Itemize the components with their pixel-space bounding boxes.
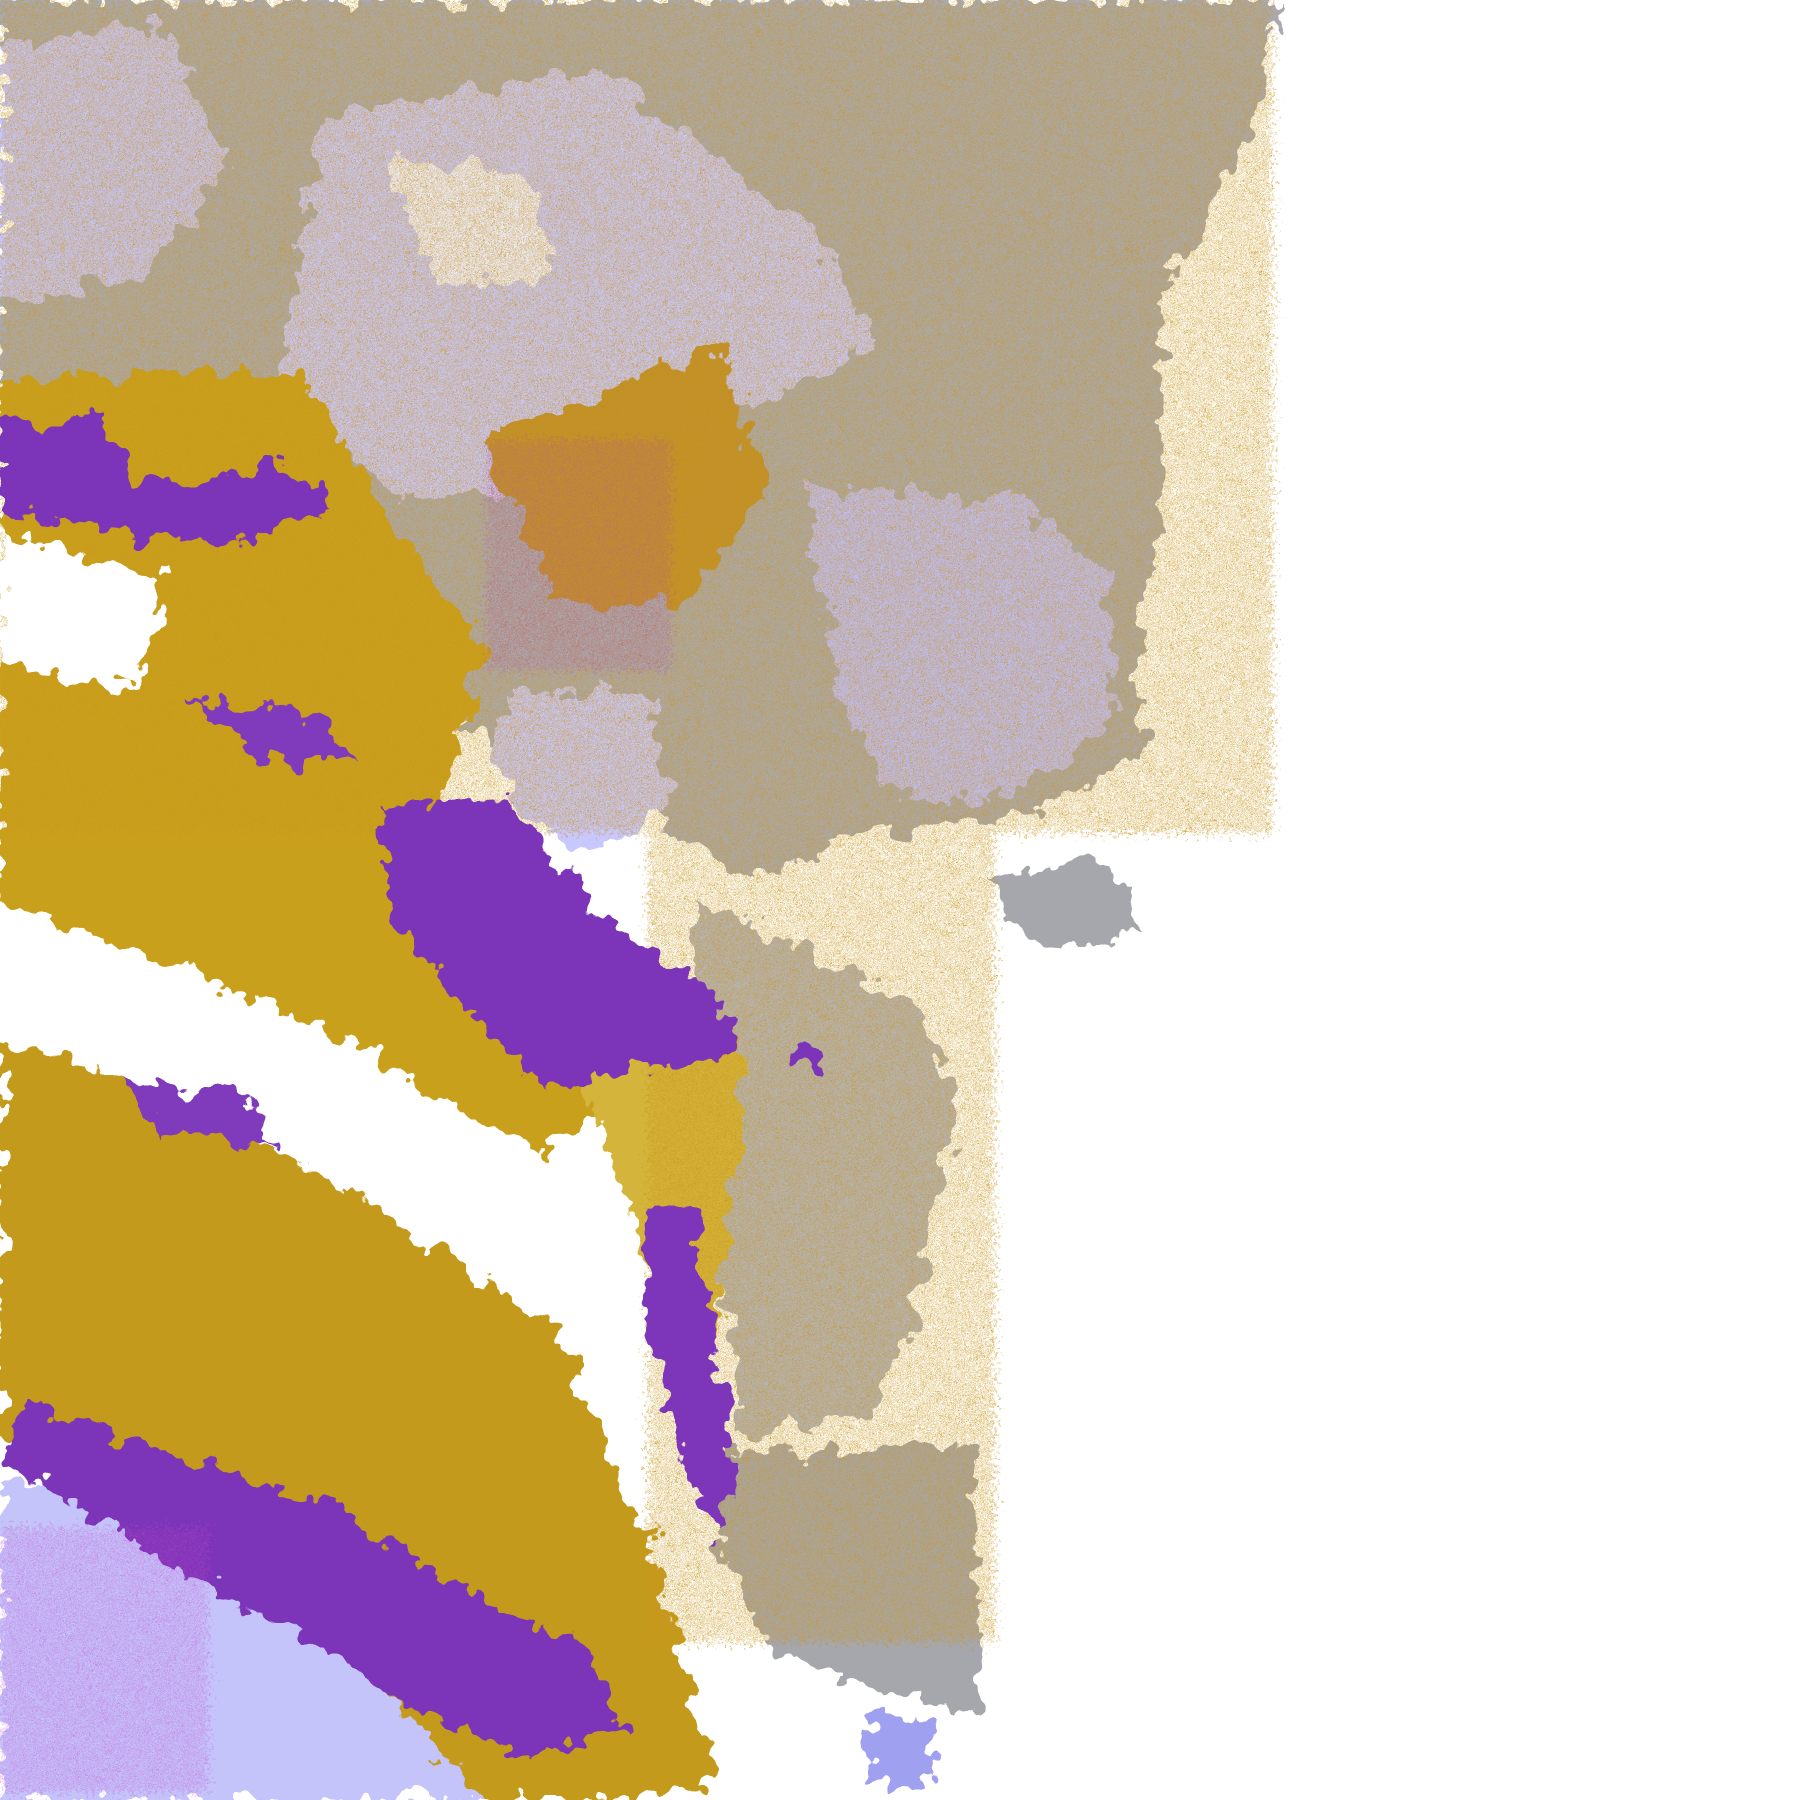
purple-cloud (786, 1046, 824, 1076)
magenta-speckle (485, 439, 671, 671)
purple-cloud (0, 416, 336, 544)
lavender-cloud (856, 1712, 926, 1788)
purple-cloud (185, 694, 348, 764)
gold-speckle (647, 832, 995, 1643)
gold-speckle (0, 0, 1273, 833)
purple-cloud (115, 1075, 278, 1146)
gray-cloud (994, 856, 1146, 949)
clear-sky-layer (0, 532, 602, 1319)
purple-cloud (381, 798, 741, 1088)
purple-cloud (0, 1399, 625, 1759)
purple-cloud (647, 1203, 741, 1539)
magenta-speckle (0, 1526, 209, 1794)
clear-sky (0, 532, 162, 695)
clear-sky (46, 937, 602, 1319)
magenta-speckle-layer (0, 439, 671, 1794)
purple-cloud-layer (0, 416, 824, 1759)
gold-speckle-layer (0, 0, 1273, 1643)
gold-cloud (0, 1041, 718, 1800)
